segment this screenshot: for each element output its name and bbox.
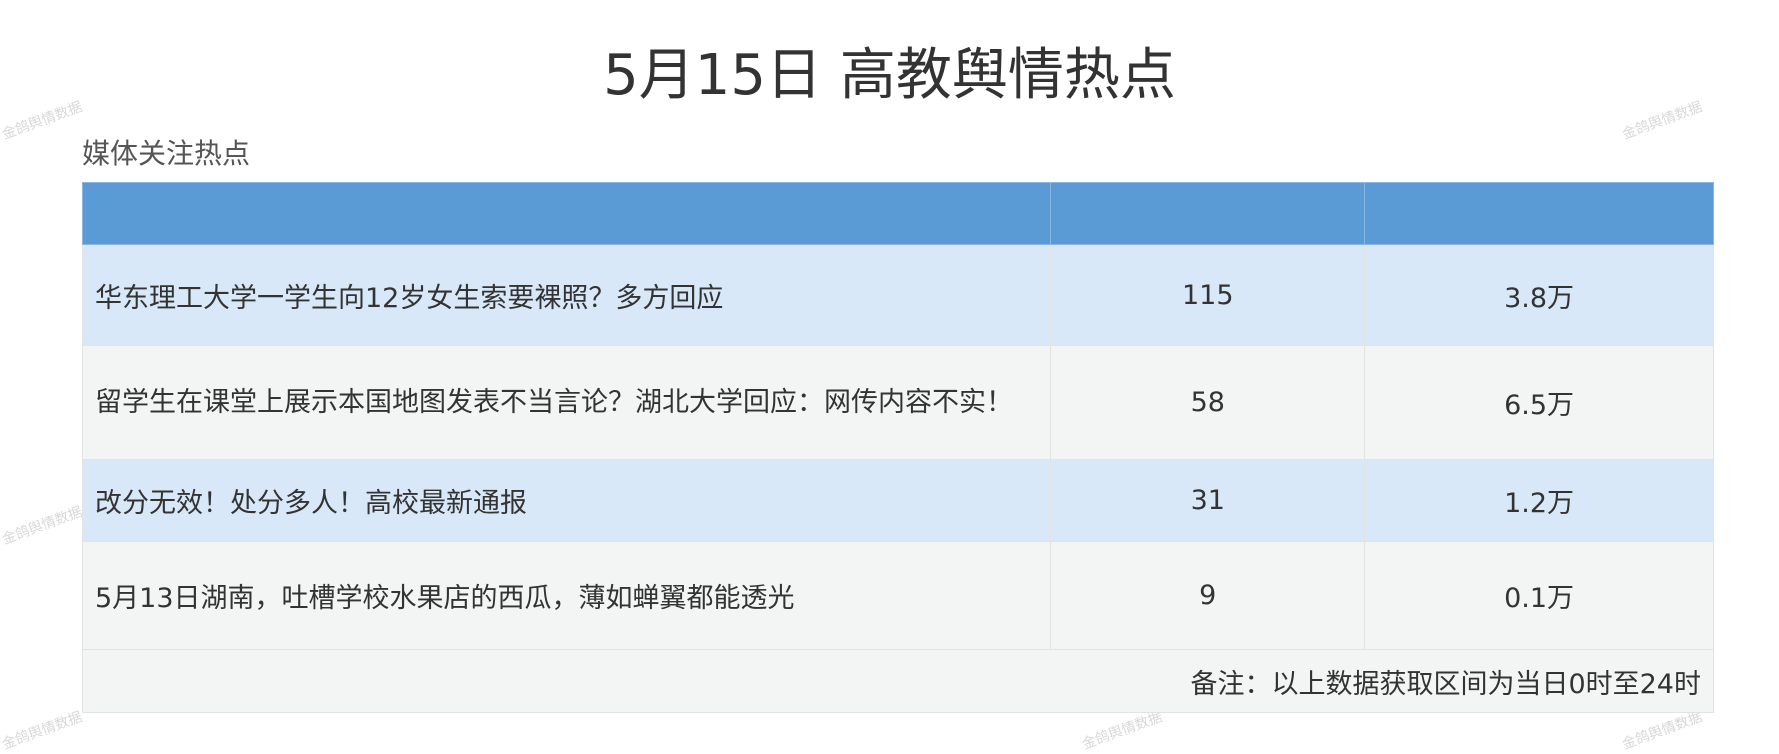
section-title: 媒体关注热点 [82,137,251,170]
header-cell [81,182,1052,245]
header-cell [1364,182,1714,245]
row-title: 5月13日湖南，吐槽学校水果店的西瓜，薄如蝉翼都能透光 [81,541,1052,650]
table-row: 华东理工大学一学生向12岁女生索要裸照？多方回应 115 3.8万 [81,244,1714,346]
row-heat: 6.5万 [1364,345,1714,460]
header-cell [1050,182,1366,245]
row-count: 58 [1050,345,1366,460]
watermark: 金鸽舆情数据 [0,504,85,548]
row-heat: 0.1万 [1364,541,1714,650]
row-count: 9 [1050,541,1366,650]
note-text: 备注：以上数据获取区间为当日0时至24时 [82,649,1714,713]
page-title: 5月15日 高教舆情热点 [603,43,1176,108]
row-count: 31 [1050,459,1366,542]
row-heat: 3.8万 [1364,244,1714,346]
watermark: 金鸽舆情数据 [1620,709,1705,753]
row-heat: 1.2万 [1364,459,1714,542]
note-row: 备注：以上数据获取区间为当日0时至24时 [82,649,1714,713]
table-row: 留学生在课堂上展示本国地图发表不当言论？湖北大学回应：网传内容不实！ 58 6.… [81,345,1714,460]
watermark: 金鸽舆情数据 [0,709,85,753]
row-count: 115 [1050,244,1366,346]
table-row: 改分无效！处分多人！高校最新通报 31 1.2万 [81,459,1714,542]
table-header [81,182,1714,245]
hotspot-table: 华东理工大学一学生向12岁女生索要裸照？多方回应 115 3.8万 留学生在课堂… [81,182,1714,713]
table-row: 5月13日湖南，吐槽学校水果店的西瓜，薄如蝉翼都能透光 9 0.1万 [81,541,1714,650]
row-title: 华东理工大学一学生向12岁女生索要裸照？多方回应 [81,244,1052,346]
row-title: 改分无效！处分多人！高校最新通报 [81,459,1052,542]
row-title: 留学生在课堂上展示本国地图发表不当言论？湖北大学回应：网传内容不实！ [81,345,1052,460]
watermark: 金鸽舆情数据 [1080,709,1165,753]
